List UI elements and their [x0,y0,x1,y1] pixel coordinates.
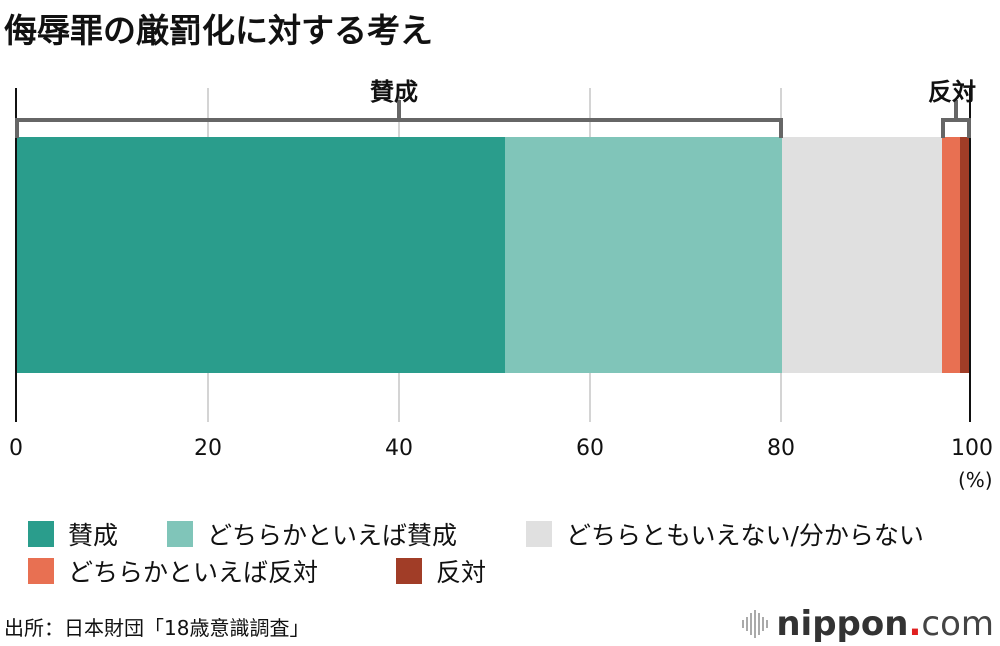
legend-swatch-agree [28,521,54,547]
x-tick-80: 80 [767,436,795,461]
legend-label: 反対 [436,558,487,587]
bar-segment-2 [782,137,943,373]
disagree-group-label: 反対 [928,78,976,106]
legend-item-disagree: 反対 [396,553,486,589]
agree-bracket-stem [397,100,401,120]
brand-name: nippon [776,604,909,644]
source-note: 出所：日本財団「18歳意識調査」 [4,616,310,640]
bar-segment-0 [17,137,505,373]
brand-logo: nippon. com [742,604,994,644]
agree-bracket [15,118,783,138]
bar-segment-1 [504,137,783,373]
legend-item-somewhat-agree: どちらかといえば賛成 [167,516,457,552]
legend-label: 賛成 [68,521,119,550]
disagree-bracket [941,118,971,138]
axis-line-left [15,88,17,422]
soundwave-icon [742,610,769,638]
x-axis-unit: (%) [958,468,993,492]
x-tick-0: 0 [9,436,23,461]
legend-label: どちらかといえば賛成 [207,521,458,550]
legend-swatch-somewhat-agree [167,521,193,547]
chart-title: 侮辱罪の厳罰化に対する考え [4,11,433,50]
x-tick-60: 60 [576,436,604,461]
legend-swatch-disagree [396,558,422,584]
legend-label: どちらともいえない/分からない [566,521,924,550]
x-tick-40: 40 [385,436,413,461]
brand-tld: com [921,604,994,644]
legend-label: どちらかといえば反対 [68,558,319,587]
x-tick-100: 100 [951,436,993,461]
legend-swatch-somewhat-disagree [28,558,54,584]
bar-segment-4 [960,137,970,373]
legend-item-somewhat-disagree: どちらかといえば反対 [28,553,318,589]
bar-segment-3 [942,137,961,373]
plot-area: 賛成 反対 0 20 40 60 80 100 (%) [9,78,993,492]
legend-swatch-neutral [526,521,552,547]
brand-dot: . [908,604,922,644]
disagree-bracket-stem [954,100,958,120]
axis-line-right [969,88,971,422]
x-tick-20: 20 [194,436,222,461]
legend-item-agree: 賛成 [28,516,118,552]
legend-item-neutral: どちらともいえない/分からない [526,516,924,552]
agree-group-label: 賛成 [370,78,418,106]
